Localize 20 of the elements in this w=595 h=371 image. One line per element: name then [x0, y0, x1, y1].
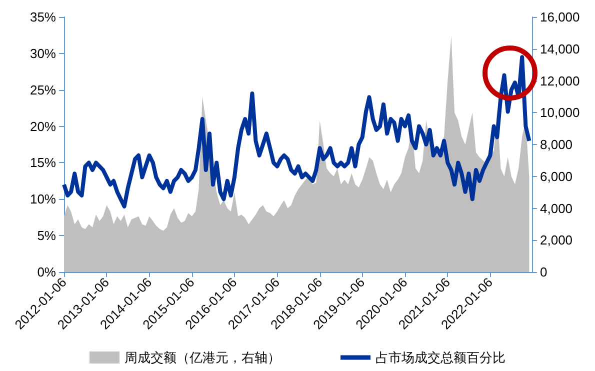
y-tick-label: 0% [37, 264, 56, 280]
y-tick-label: 5% [37, 228, 56, 244]
y2-tick-label: 4,000 [540, 200, 573, 216]
y-tick-label: 35% [30, 10, 56, 24]
y2-tick-label: 2,000 [540, 232, 573, 248]
legend-label: 占市场成交总额百分比 [376, 350, 506, 365]
y-tick-label: 25% [30, 82, 56, 98]
y-tick-label: 10% [30, 192, 56, 207]
y2-tick-label: 8,000 [540, 137, 573, 152]
y2-tick-label: 6,000 [540, 168, 573, 184]
legend-label: 周成交额（亿港元，右轴） [124, 350, 280, 365]
y2-tick-label: 0 [540, 264, 548, 280]
y2-tick-label: 16,000 [540, 10, 580, 24]
y-tick-label: 20% [30, 118, 56, 134]
y2-tick-label: 10,000 [540, 105, 580, 120]
y2-tick-label: 12,000 [540, 73, 580, 88]
y-tick-label: 30% [30, 46, 56, 61]
line-series [62, 55, 532, 208]
y2-tick-label: 14,000 [540, 41, 580, 56]
y-tick-label: 15% [30, 155, 56, 170]
